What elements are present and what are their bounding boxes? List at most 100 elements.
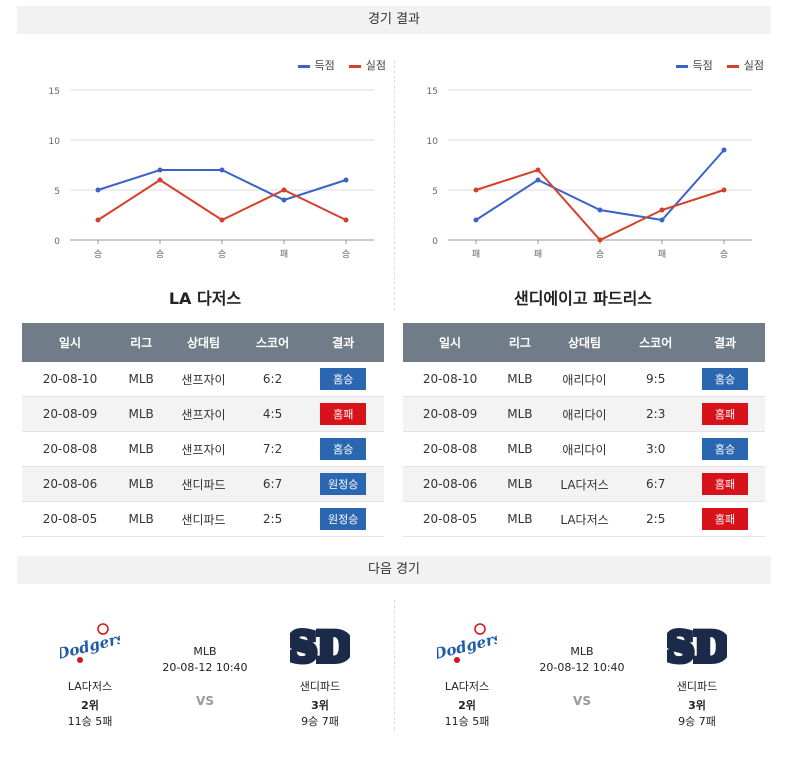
data-point — [473, 187, 479, 193]
data-point — [281, 197, 287, 203]
away-team-record: 9승 7패 — [678, 715, 716, 728]
cell-date: 20-08-06 — [403, 466, 498, 502]
team-title-la: LA 다저스 — [168, 289, 242, 308]
cell-score: 2:5 — [242, 501, 303, 537]
legend-allowed-swatch — [726, 64, 739, 68]
table-row: 20-08-08 MLB 애리다이 3:0 홈승 — [403, 431, 765, 467]
table-row: 20-08-10 MLB 애리다이 9:5 홈승 — [403, 362, 765, 397]
legend-score: 득점 — [675, 57, 713, 73]
x-tick-label: 승 — [596, 249, 604, 260]
col-league: 리그 — [117, 323, 165, 362]
x-tick-label: 승 — [94, 249, 102, 260]
home-team: Dodgers LA다저스 2위 11승 5패 — [45, 615, 135, 729]
cell-score: 2:3 — [626, 396, 685, 432]
x-tick-label: 승 — [218, 249, 226, 260]
cell-league: MLB — [497, 396, 543, 432]
away-team: SD SD 샌디파드 3위 9승 7패 — [652, 615, 742, 729]
col-date: 일시 — [22, 323, 118, 362]
data-point — [343, 177, 349, 183]
col-date: 일시 — [403, 323, 498, 362]
cell-league: MLB — [117, 501, 165, 537]
away-team-name: 샌디파드 — [299, 680, 341, 693]
result-badge: 홈패 — [701, 403, 748, 425]
result-badge: 원정승 — [320, 473, 367, 495]
result-badge: 홈승 — [320, 368, 367, 390]
result-badge: 홈패 — [701, 473, 748, 495]
cell-opponent: 애리다이 — [542, 431, 627, 467]
cell-opponent: 샌프자이 — [164, 362, 243, 397]
match-league: MLB — [570, 645, 594, 658]
result-badge: 홈승 — [701, 438, 748, 460]
cell-date: 20-08-08 — [22, 431, 118, 467]
away-team-rank: 3위 — [311, 699, 329, 712]
cell-date: 20-08-10 — [22, 362, 118, 397]
svg-text:Dodgers: Dodgers — [437, 629, 497, 664]
svg-text:SD: SD — [290, 624, 350, 671]
cell-league: MLB — [497, 466, 543, 502]
svg-text:Dodgers: Dodgers — [60, 629, 120, 664]
home-team-record: 11승 5패 — [67, 715, 113, 728]
data-point — [95, 217, 101, 223]
result-badge: 홈승 — [701, 368, 748, 390]
data-point — [219, 217, 225, 223]
y-tick-label: 0 — [432, 237, 438, 247]
data-point — [157, 177, 163, 183]
results-section-header: 경기 결과 — [17, 6, 771, 34]
chart-svg: 0 5 10 15 승 승 승 패 승 — [49, 87, 374, 260]
legend-score-swatch — [297, 64, 310, 68]
cell-score: 6:2 — [242, 362, 303, 397]
data-point — [659, 207, 665, 213]
padres-logo-icon: SD SD — [662, 621, 732, 674]
table-row: 20-08-09 MLB 샌프자이 4:5 홈패 — [22, 396, 384, 432]
match-datetime: 20-08-12 10:40 — [539, 661, 625, 674]
y-tick-label: 15 — [49, 87, 60, 97]
home-team-name: LA다저스 — [444, 680, 490, 693]
cell-date: 20-08-10 — [403, 362, 498, 397]
x-tick-label: 패 — [534, 249, 542, 260]
home-team-record: 11승 5패 — [444, 715, 490, 728]
data-point — [597, 207, 603, 213]
cell-score: 9:5 — [626, 362, 685, 397]
chart-sd-padres: 득점 실점 0 5 10 15 패 패 승 패 승 — [400, 55, 770, 275]
cell-result: 홈승 — [684, 362, 765, 397]
match-info: MLB 20-08-12 10:40 VS — [527, 645, 637, 708]
away-team-rank: 3위 — [688, 699, 706, 712]
cell-score: 4:5 — [242, 396, 303, 432]
col-score: 스코어 — [626, 323, 685, 362]
cell-opponent: LA다저스 — [542, 466, 627, 502]
y-tick-label: 5 — [54, 187, 60, 197]
series-line-allowed — [97, 178, 347, 222]
y-tick-label: 10 — [49, 137, 61, 147]
cell-opponent: 샌프자이 — [164, 396, 243, 432]
x-tick-label: 승 — [156, 249, 164, 260]
next-game-card: Dodgers LA다저스 2위 11승 5패 MLB 20-08-12 10:… — [397, 615, 757, 728]
cell-league: MLB — [117, 466, 165, 502]
away-team: SD SD 샌디파드 3위 9승 7패 — [275, 615, 365, 729]
legend-score-label: 득점 — [692, 59, 713, 72]
table-row: 20-08-08 MLB 샌프자이 7:2 홈승 — [22, 431, 384, 467]
home-team-name: LA다저스 — [67, 680, 113, 693]
table-row: 20-08-06 MLB LA다저스 6:7 홈패 — [403, 466, 765, 502]
cell-league: MLB — [497, 431, 543, 467]
padres-logo-icon: SD SD — [285, 621, 355, 674]
chart-svg: 0 5 10 15 패 패 승 패 승 — [427, 87, 752, 260]
next-game-divider — [394, 600, 395, 730]
cell-opponent: 샌디파드 — [164, 466, 243, 502]
cell-score: 3:0 — [626, 431, 685, 467]
cell-date: 20-08-05 — [403, 501, 498, 537]
cell-date: 20-08-09 — [403, 396, 498, 432]
match-league: MLB — [193, 645, 217, 658]
cell-result: 홈승 — [302, 431, 384, 467]
data-point — [281, 187, 287, 193]
next-game-section-header: 다음 경기 — [17, 556, 771, 584]
result-badge: 홈패 — [320, 403, 367, 425]
match-datetime: 20-08-12 10:40 — [162, 661, 248, 674]
data-point — [219, 167, 225, 173]
cell-opponent: 애리다이 — [542, 396, 627, 432]
col-result: 결과 — [684, 323, 765, 362]
cell-score: 6:7 — [242, 466, 303, 502]
col-score: 스코어 — [242, 323, 303, 362]
y-tick-label: 15 — [427, 87, 438, 97]
cell-result: 원정승 — [302, 466, 384, 502]
dodgers-logo-icon: Dodgers — [54, 623, 127, 664]
